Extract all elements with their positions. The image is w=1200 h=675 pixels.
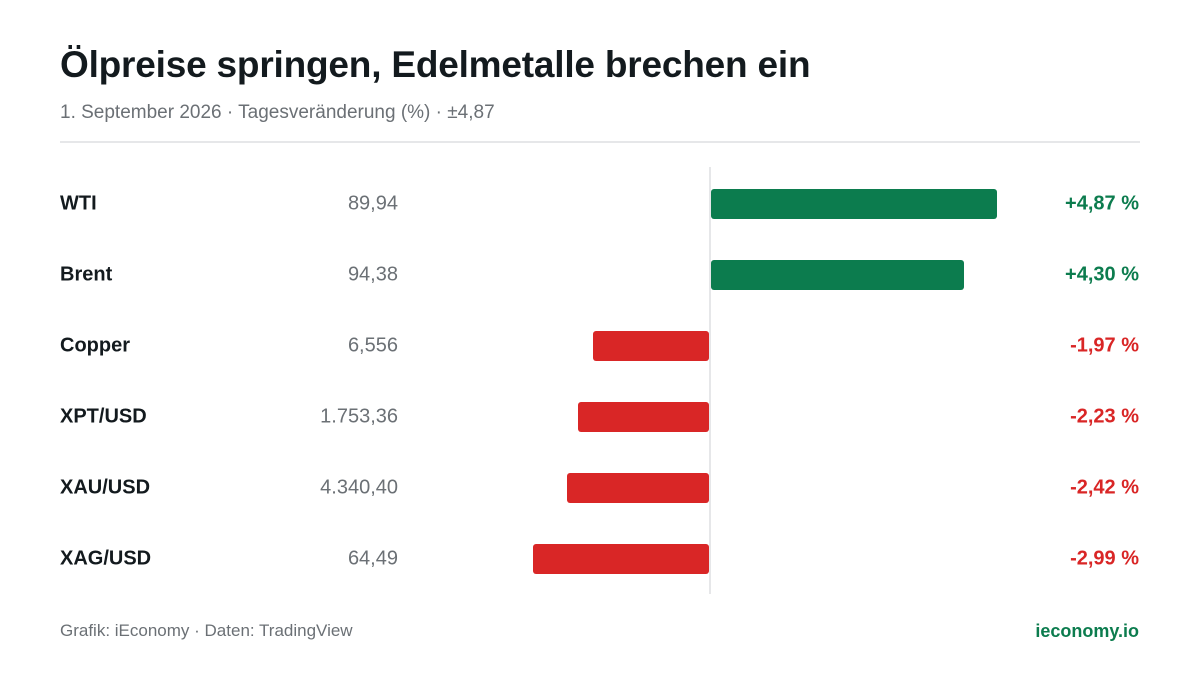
header-divider: [60, 141, 1140, 143]
row-price-value: 94,38: [347, 263, 398, 286]
row-price-value: 89,94: [347, 192, 398, 215]
row-name-label: Copper: [60, 334, 130, 357]
change-bar: [533, 544, 709, 574]
change-percent-label: -1,97 %: [1070, 334, 1139, 357]
row-price-value: 64,49: [347, 547, 398, 570]
row-name-label: Brent: [60, 263, 113, 286]
change-percent-label: +4,87 %: [1065, 192, 1139, 215]
row-name-label: XAU/USD: [60, 476, 151, 499]
row-name-label: WTI: [60, 192, 97, 215]
change-bar: [711, 260, 964, 290]
row-price-value: 1.753,36: [320, 405, 398, 428]
row-price-value: 6,556: [347, 334, 398, 357]
change-bar: [578, 402, 709, 432]
chart-subtitle: 1. September 2026 · Tagesveränderung (%)…: [60, 102, 495, 123]
change-percent-label: -2,23 %: [1070, 405, 1139, 428]
change-percent-label: -2,99 %: [1070, 547, 1139, 570]
row-name-label: XPT/USD: [60, 405, 147, 428]
chart-title: Ölpreise springen, Edelmetalle brechen e…: [60, 44, 811, 85]
change-bar: [711, 189, 997, 219]
footer-brand-link[interactable]: ieconomy.io: [1035, 621, 1139, 641]
footer-source: Grafik: iEconomy · Daten: TradingView: [60, 621, 353, 640]
change-bar: [593, 331, 709, 361]
zero-axis-line: [709, 167, 711, 594]
change-bar: [566, 473, 709, 503]
change-percent-label: +4,30 %: [1065, 263, 1139, 286]
row-name-label: XAG/USD: [60, 547, 152, 570]
change-percent-label: -2,42 %: [1070, 476, 1139, 499]
row-price-value: 4.340,40: [320, 476, 398, 499]
